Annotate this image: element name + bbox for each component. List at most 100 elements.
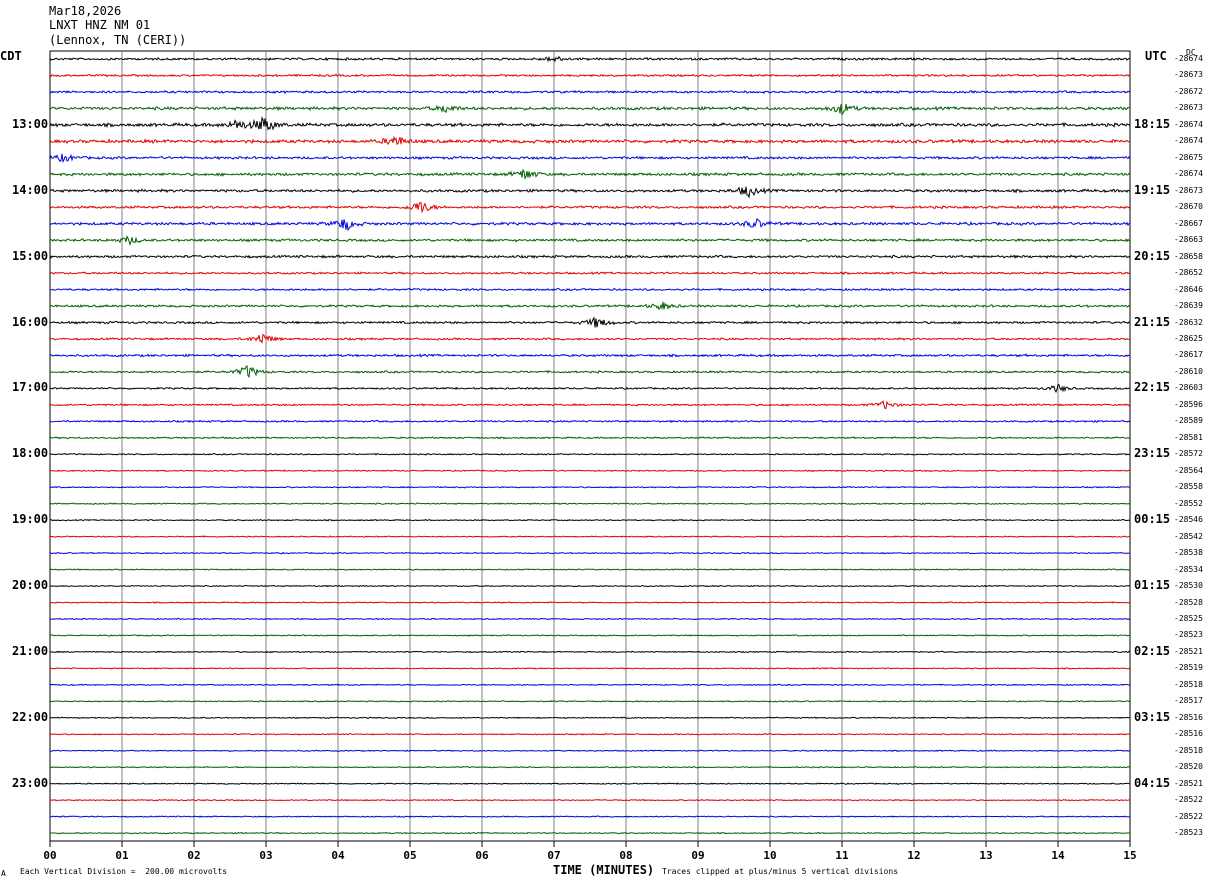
dc-offset-label: -28516 — [1174, 712, 1203, 722]
dc-offset-label: -28522 — [1174, 795, 1203, 805]
trace-17 — [49, 333, 1131, 345]
dc-offset-label: -28658 — [1174, 251, 1203, 261]
trace-46 — [49, 815, 1131, 818]
trace-7 — [50, 168, 1131, 180]
right-hour-label: 04:15 — [1134, 775, 1171, 790]
minute-grid — [121, 51, 1059, 841]
dc-offset-label: -28639 — [1174, 301, 1203, 311]
x-tick-label-07: 07 — [547, 849, 560, 862]
trace-9 — [49, 202, 1131, 214]
trace-32 — [49, 584, 1131, 588]
x-tick-label-05: 05 — [403, 849, 416, 862]
header-station: LNXT HNZ NM 01 — [49, 18, 151, 32]
trace-26 — [49, 485, 1130, 489]
left-hour-label: 16:00 — [12, 314, 49, 329]
x-tick-label-06: 06 — [475, 849, 489, 862]
trace-8 — [49, 186, 1131, 199]
dc-offset-label: -28518 — [1174, 745, 1203, 755]
left-hour-label: 22:00 — [12, 709, 49, 724]
dc-offset-label: -28674 — [1174, 169, 1203, 179]
dc-offset-label: -28519 — [1174, 663, 1203, 673]
trace-40 — [49, 716, 1131, 720]
dc-offset-label: -28552 — [1174, 498, 1203, 508]
x-axis-ticks: 00 01 02 03 04 05 06 07 08 09 10 11 12 13 14 15 — [43, 841, 1137, 862]
trace-18 — [49, 353, 1131, 358]
dc-offset-label: -28518 — [1174, 679, 1203, 689]
dc-offset-label: -28646 — [1174, 284, 1203, 294]
dc-offset-label: -28525 — [1174, 613, 1203, 623]
left-hour-label: 15:00 — [12, 248, 49, 263]
left-hour-label: 19:00 — [12, 512, 49, 527]
left-hour-label: 18:00 — [12, 446, 49, 461]
trace-12 — [49, 254, 1131, 260]
right-hour-label: 01:15 — [1134, 578, 1171, 593]
x-tick-label-08: 08 — [619, 849, 632, 862]
right-hour-label: 02:15 — [1134, 643, 1171, 658]
dc-offset-label: -28572 — [1174, 449, 1203, 459]
trace-0 — [49, 55, 1131, 63]
right-hour-label: 00:15 — [1134, 512, 1171, 527]
trace-42 — [49, 749, 1131, 753]
dc-offset-label: -28538 — [1174, 548, 1203, 558]
dc-offset-label: -28632 — [1174, 317, 1203, 327]
trace-4 — [49, 116, 1131, 131]
dc-offset-label: -28542 — [1174, 531, 1203, 541]
x-tick-label-12: 12 — [907, 849, 920, 862]
dc-offset-label: -28674 — [1174, 136, 1203, 146]
trace-45 — [49, 798, 1131, 802]
left-hour-label: 13:00 — [12, 116, 49, 131]
right-hour-label: 18:15 — [1134, 116, 1171, 131]
dc-offset-label: -28674 — [1174, 54, 1203, 63]
dc-offset-label: -28667 — [1174, 218, 1203, 228]
dc-offset-label: -28673 — [1174, 103, 1203, 113]
dc-offset-label: -28516 — [1174, 729, 1203, 739]
trace-21 — [49, 400, 1131, 409]
trace-37 — [49, 667, 1131, 670]
right-timezone: UTC — [1145, 49, 1167, 63]
right-hour-label: 19:15 — [1134, 182, 1171, 197]
dc-offset-label: -28652 — [1174, 268, 1203, 278]
x-tick-label-04: 04 — [331, 849, 345, 862]
dc-offset-label: -28523 — [1174, 828, 1203, 838]
x-tick-label-14: 14 — [1051, 849, 1065, 862]
x-tick-label-09: 09 — [691, 849, 704, 862]
trace-25 — [50, 469, 1131, 473]
x-axis-label: TIME (MINUTES) — [553, 863, 655, 877]
dc-offset-label: -28558 — [1174, 482, 1203, 492]
dc-offset-label: -28596 — [1174, 399, 1203, 409]
left-hour-label: 21:00 — [12, 643, 49, 658]
corner-mark: A — [1, 869, 6, 878]
x-tick-label-13: 13 — [979, 849, 992, 862]
left-hour-label: 23:00 — [12, 775, 49, 790]
traces — [49, 55, 1131, 835]
trace-2 — [49, 89, 1131, 95]
trace-16 — [49, 316, 1131, 328]
left-hour-label: 20:00 — [12, 578, 49, 593]
trace-15 — [49, 301, 1131, 311]
right-hour-label: 03:15 — [1134, 709, 1171, 724]
trace-34 — [49, 617, 1131, 621]
trace-1 — [49, 73, 1131, 78]
x-tick-label-15: 15 — [1123, 849, 1136, 862]
trace-43 — [49, 765, 1131, 769]
dc-offset-label: -28521 — [1174, 778, 1203, 788]
dc-offset-label: -28625 — [1174, 333, 1203, 343]
dc-offset-label: -28521 — [1174, 646, 1203, 656]
dc-offset-label: -28663 — [1174, 235, 1203, 245]
right-hour-label: 22:15 — [1134, 380, 1171, 395]
trace-24 — [50, 452, 1130, 456]
right-hour-label: 20:15 — [1134, 248, 1171, 263]
left-hour-label: 14:00 — [12, 182, 49, 197]
trace-19 — [49, 365, 1131, 379]
x-tick-label-11: 11 — [835, 849, 849, 862]
scale-note: Each Vertical Division = 200.00 microvol… — [20, 867, 228, 876]
header-location: (Lennox, TN (CERI)) — [49, 33, 187, 47]
dc-offset-label: -28546 — [1174, 515, 1203, 525]
x-tick-label-01: 01 — [115, 849, 129, 862]
right-hour-label: 21:15 — [1134, 314, 1171, 329]
x-tick-label-10: 10 — [763, 849, 776, 862]
dc-offset-label: -28523 — [1174, 630, 1203, 640]
trace-28 — [49, 518, 1131, 522]
trace-31 — [49, 568, 1131, 571]
